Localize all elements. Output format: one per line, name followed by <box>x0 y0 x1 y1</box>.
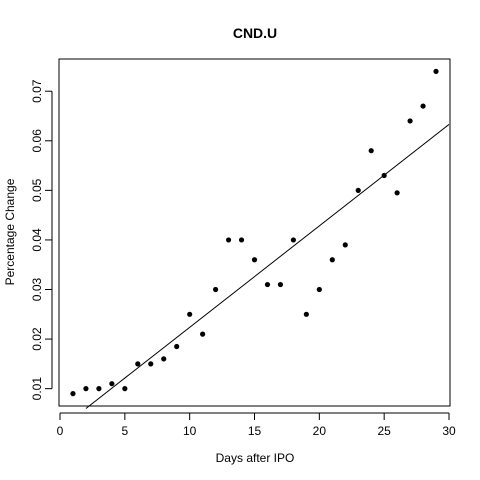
y-tick-label: 0.03 <box>30 278 44 302</box>
data-point <box>109 381 115 387</box>
data-point <box>148 361 154 367</box>
x-axis: 0 5 10 15 20 25 30 <box>57 412 456 438</box>
y-axis: 0.01 0.02 0.03 0.04 0.05 0.06 0.07 <box>30 79 53 401</box>
fit-line-layer <box>85 124 450 409</box>
data-point <box>251 257 258 263</box>
y-axis-label: Percentage Change <box>3 178 17 285</box>
data-point <box>161 356 167 362</box>
data-point <box>355 187 361 193</box>
x-tick-label: 30 <box>442 424 456 438</box>
y-tick-label: 0.07 <box>30 79 44 103</box>
data-point <box>433 68 439 74</box>
x-tick-label: 10 <box>183 424 197 438</box>
data-point <box>264 281 271 288</box>
regression-line <box>85 124 450 409</box>
data-point <box>277 281 284 288</box>
data-point <box>174 343 180 350</box>
data-point <box>122 386 128 392</box>
data-point <box>329 257 335 263</box>
data-point <box>200 331 206 337</box>
plot-frame <box>58 58 451 407</box>
data-point <box>83 386 89 392</box>
data-point <box>342 242 348 248</box>
data-point <box>303 311 309 317</box>
data-point <box>420 103 426 109</box>
y-tick-label: 0.04 <box>30 228 44 252</box>
data-point <box>238 237 245 243</box>
data-point <box>394 190 400 196</box>
data-point <box>316 286 322 293</box>
data-point <box>213 286 219 293</box>
data-point <box>407 118 413 124</box>
data-point <box>368 148 374 154</box>
data-point <box>96 386 102 392</box>
x-tick-label: 5 <box>121 424 128 438</box>
y-tick-label: 0.01 <box>30 377 44 401</box>
y-tick-label: 0.06 <box>30 129 44 153</box>
x-tick-label: 20 <box>313 424 327 438</box>
chart-title: CND.U <box>233 25 277 41</box>
x-tick-label: 25 <box>377 424 391 438</box>
x-axis-label: Days after IPO <box>216 451 295 465</box>
y-tick-label: 0.05 <box>30 178 44 202</box>
data-point <box>187 311 193 317</box>
y-tick-label: 0.02 <box>30 327 44 351</box>
data-point <box>135 361 141 367</box>
data-point <box>290 237 296 243</box>
data-point <box>381 172 387 179</box>
x-tick-label: 0 <box>57 424 64 438</box>
data-point <box>70 391 76 397</box>
x-tick-label: 15 <box>248 424 262 438</box>
data-point <box>225 237 232 243</box>
points-layer <box>70 68 439 397</box>
